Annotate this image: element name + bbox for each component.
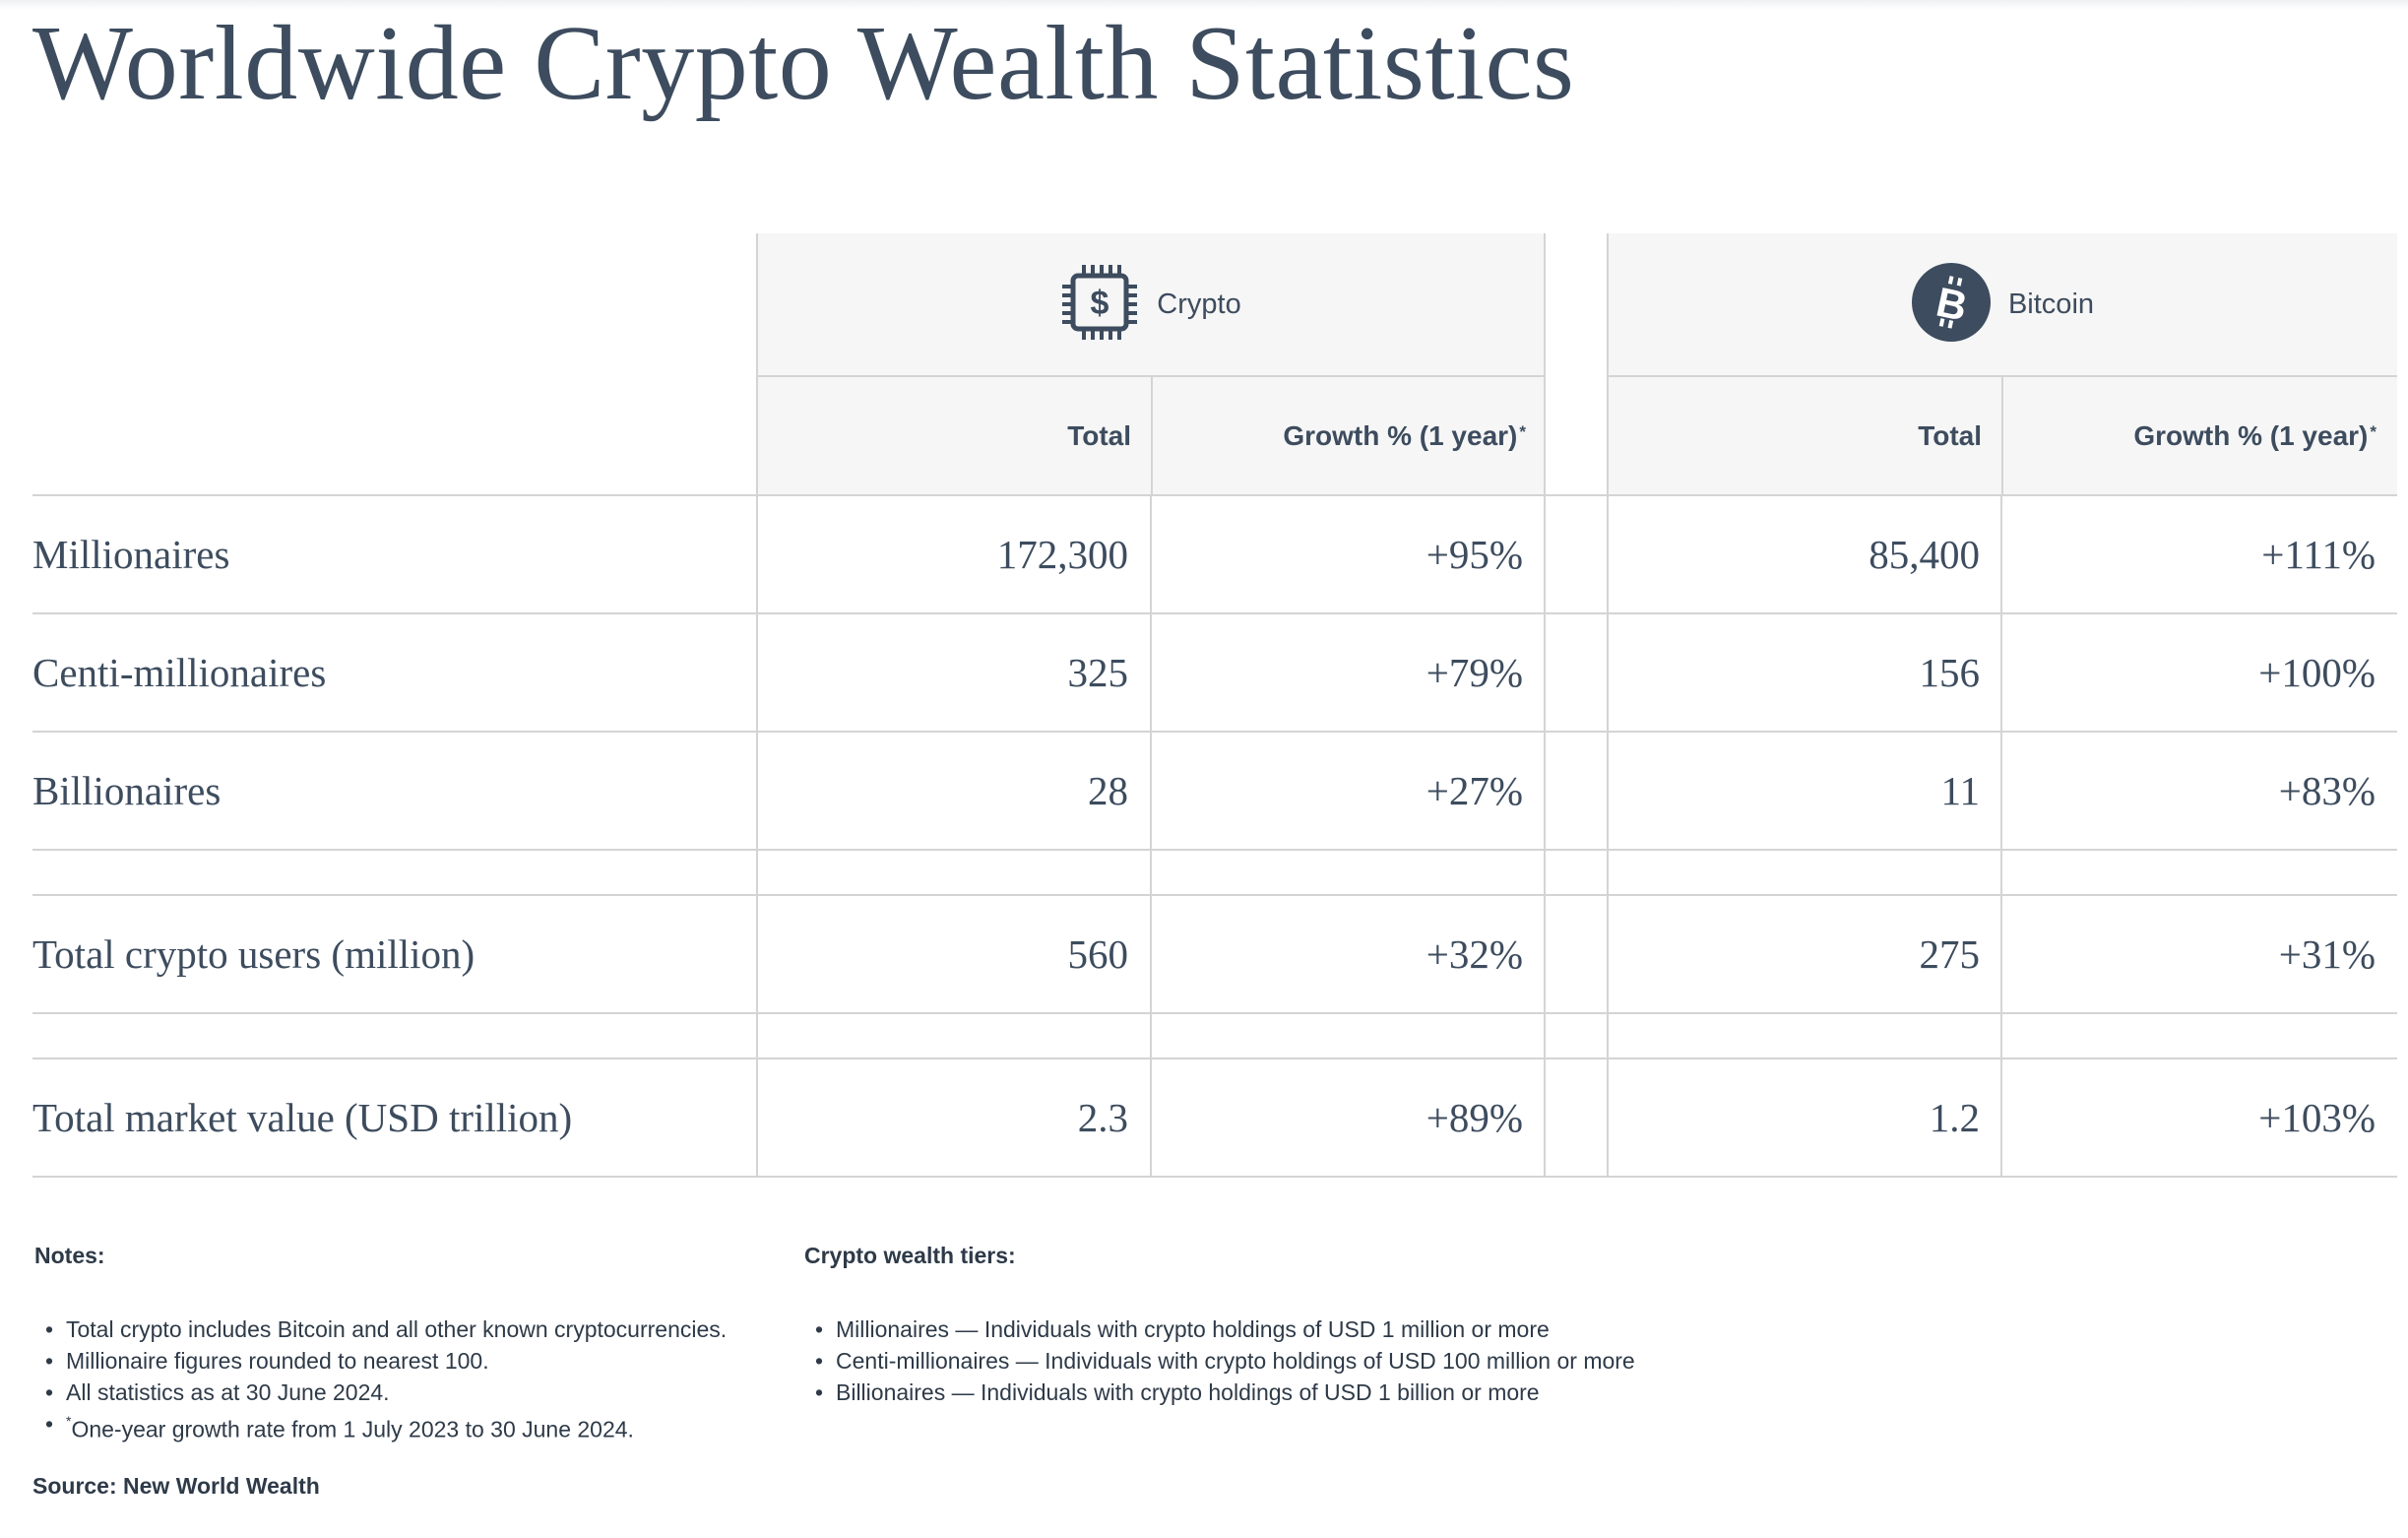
crypto-total-cell: 28 (1088, 768, 1128, 813)
bitcoin-total-header: Total (1918, 420, 1982, 451)
list-item: *One-year growth rate from 1 July 2023 t… (33, 1408, 727, 1442)
column-divider (756, 495, 758, 1177)
bitcoin-growth-cell: +31% (2278, 931, 2376, 977)
bitcoin-icon: B (1911, 262, 1991, 347)
tiers-heading: Crypto wealth tiers: (804, 1243, 1016, 1268)
bitcoin-total-cell: 156 (1919, 650, 1981, 695)
header-divider (1609, 375, 2397, 377)
list-item: Billionaires — Individuals with crypto h… (803, 1377, 1635, 1408)
bitcoin-growth-cell: +100% (2258, 650, 2376, 695)
crypto-group-label: Crypto (1157, 288, 1241, 320)
crypto-header-panel: $ Crypto Total Growth % (1 year) * (756, 233, 1546, 495)
crypto-group-head: $ Crypto (758, 233, 1544, 375)
crypto-total-cell: 560 (1067, 931, 1129, 977)
column-divider (1607, 495, 1609, 1177)
row-divider (32, 494, 2397, 496)
row-label: Total market value (USD trillion) (32, 1095, 573, 1140)
bitcoin-group-head: B Bitcoin (1609, 233, 2397, 375)
notes-list: Total crypto includes Bitcoin and all ot… (33, 1314, 727, 1442)
crypto-growth-header: Growth % (1 year) * (1283, 420, 1526, 451)
bitcoin-growth-header: Growth % (1 year) * (2133, 420, 2376, 451)
row-divider (32, 731, 2397, 733)
row-divider (32, 612, 2397, 614)
crypto-growth-cell: +32% (1426, 931, 1523, 977)
bitcoin-growth-cell: +83% (2278, 768, 2376, 813)
svg-text:$: $ (1091, 285, 1109, 322)
page-title: Worldwide Crypto Wealth Statistics (32, 5, 1575, 122)
bitcoin-growth-cell: +111% (2261, 532, 2376, 577)
bitcoin-total-cell: 1.2 (1929, 1095, 1980, 1140)
crypto-growth-cell: +89% (1426, 1095, 1523, 1140)
tiers-list: Millionaires — Individuals with crypto h… (803, 1314, 1635, 1408)
bitcoin-header-panel: B Bitcoin Total Growth % (1 year) * (1607, 233, 2397, 495)
list-item: All statistics as at 30 June 2024. (33, 1377, 727, 1408)
crypto-total-cell: 172,300 (996, 532, 1128, 577)
row-divider (32, 1012, 2397, 1014)
row-divider (32, 1057, 2397, 1059)
crypto-growth-cell: +27% (1426, 768, 1523, 813)
header-divider (758, 375, 1544, 377)
bitcoin-total-cell: 85,400 (1869, 532, 1980, 577)
row-divider (32, 1176, 2397, 1178)
column-divider (1150, 495, 1152, 1177)
bitcoin-growth-cell: +103% (2258, 1095, 2376, 1140)
row-divider (32, 894, 2397, 896)
list-item: Millionaires — Individuals with crypto h… (803, 1314, 1635, 1345)
row-label: Millionaires (32, 532, 230, 577)
crypto-total-header: Total (1067, 420, 1131, 451)
crypto-total-cell: 325 (1067, 650, 1129, 695)
list-item: Centi-millionaires — Individuals with cr… (803, 1345, 1635, 1377)
column-divider (2000, 495, 2002, 1177)
crypto-total-cell: 2.3 (1077, 1095, 1128, 1140)
row-label: Billionaires (32, 768, 222, 813)
top-shadow (0, 0, 2408, 10)
bitcoin-total-cell: 275 (1919, 931, 1981, 977)
row-label: Total crypto users (million) (32, 931, 475, 977)
dollar-chip-icon: $ (1060, 263, 1139, 347)
list-item: Total crypto includes Bitcoin and all ot… (33, 1314, 727, 1345)
crypto-growth-cell: +95% (1426, 532, 1523, 577)
crypto-growth-cell: +79% (1426, 650, 1523, 695)
row-label: Centi-millionaires (32, 650, 327, 695)
bitcoin-group-label: Bitcoin (2007, 288, 2095, 320)
bitcoin-total-cell: 11 (1940, 768, 1980, 813)
notes-heading: Notes: (34, 1243, 105, 1268)
header-column-divider (1151, 377, 1153, 495)
source-credit: Source: New World Wealth (32, 1473, 320, 1499)
column-divider (1544, 495, 1546, 1177)
header-column-divider (2001, 377, 2003, 495)
list-item: Millionaire figures rounded to nearest 1… (33, 1345, 727, 1377)
row-divider (32, 849, 2397, 851)
